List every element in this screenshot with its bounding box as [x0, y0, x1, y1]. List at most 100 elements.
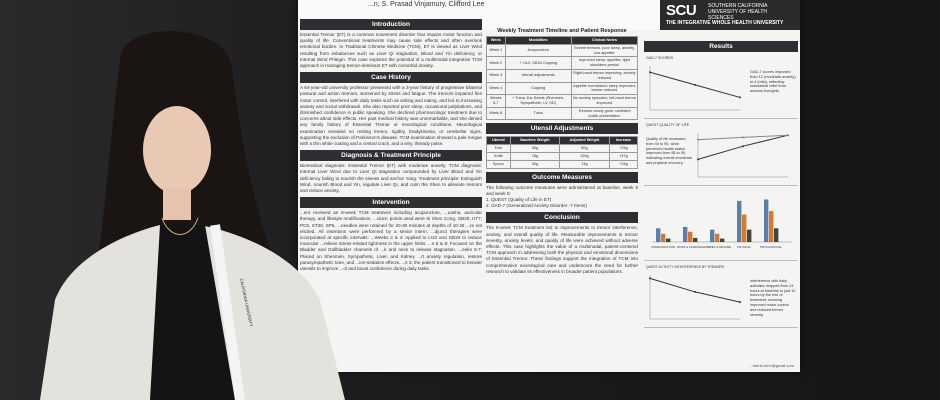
table-cell: Week 1: [486, 43, 506, 58]
category-label: COMMUNICATION: [651, 245, 675, 249]
category-label: HOBBIES & LEISURE: [703, 245, 731, 249]
utensil-row: Fork 55g 80g +25g: [486, 144, 639, 153]
table-cell: 55g: [509, 144, 560, 153]
utensil-table: Utensil Baseline Weight Adjusted Weight Inc…: [486, 136, 639, 169]
presenter-necklace: [161, 217, 199, 235]
table-cell: Knife: [486, 151, 511, 161]
quest-note: Quality of life increased from 40 to 95,…: [646, 137, 692, 165]
table-cell: Spoon: [486, 159, 511, 169]
results-heading: Results: [644, 41, 798, 52]
table-cell: 74g: [558, 159, 610, 169]
poster-column-right: Results GAD-7 SCORES GAD-7 scores improv…: [644, 38, 798, 330]
bar: [693, 237, 698, 242]
table-cell: 125g: [558, 151, 610, 161]
conclusion-heading: Conclusion: [486, 212, 638, 224]
data-point: [649, 277, 651, 280]
timeline-row: Weeks 5-7 + Tuina, Ear Seeds (Shenmen, Sy…: [486, 94, 639, 108]
timeline-row: Week 2 + LI10, GB34 Cupping Improved sleep…: [486, 56, 639, 70]
table-cell: + LI10, GB34 Cupping: [504, 56, 572, 70]
poster-column-left: Introduction Essential Tremor (ET) is a …: [300, 16, 482, 272]
data-point: [742, 145, 744, 148]
table-header-cell: Adjusted Weight: [558, 136, 610, 146]
gad7-chart-svg: [649, 66, 741, 111]
table-cell: 78g: [509, 151, 560, 161]
outcomes-text: The following outcome measures were admi…: [486, 184, 638, 196]
bar: [656, 228, 661, 242]
quest-chart-label: QUEST QUALITY OF LIFE: [646, 123, 690, 127]
bar: [742, 214, 747, 242]
category-label: PSYCHOSOCIAL: [760, 245, 783, 249]
research-poster: ...n, S. Prasad Vinjamury, Clifford Lee …: [298, 0, 800, 372]
timeline-table: Week Modalities Clinical Notes Week 1 Acupu…: [486, 36, 639, 121]
case-history-heading: Case History: [300, 72, 482, 84]
interference-chart-svg: [649, 275, 741, 320]
bar: [737, 200, 742, 242]
timeline-row: Week 3 Utensil adjustments Right-hand trem…: [486, 69, 639, 83]
data-point: [694, 83, 696, 86]
table-cell: Appetite normalized; sleep improved; tre…: [570, 81, 639, 96]
table-cell: +34g: [608, 159, 639, 169]
gad7-chart: GAD-7 SCORES GAD-7 scores improved from …: [644, 54, 798, 119]
table-cell: Week 2: [486, 56, 506, 70]
case-history-text: A 64-year-old university professor prese…: [300, 85, 482, 147]
domain-bar-svg: COMMUNICATION WORK & FINANCES HOBBIES & LE…: [651, 199, 792, 249]
table-header-cell: Baseline Weight: [509, 136, 560, 146]
bar: [769, 211, 774, 242]
table-cell: Improved sleep, appetite; tight shoulder…: [570, 56, 639, 70]
utensil-row: Knife 78g 125g +47g: [486, 151, 639, 161]
table-cell: Cupping: [504, 81, 572, 96]
data-point: [649, 71, 651, 74]
timeline-heading: Weekly Treatment Timeline and Patient Re…: [497, 28, 627, 34]
table-cell: Week 8: [486, 106, 506, 121]
logo-institute: THE INTEGRATIVE WHOLE HEALTH UNIVERSITY: [666, 20, 784, 26]
table-header-cell: Modalities: [504, 36, 572, 45]
outcomes-heading: Outcome Measures: [486, 171, 638, 183]
gad7-chart-label: GAD-7 SCORES: [646, 56, 674, 60]
bar: [715, 233, 720, 242]
timeline-row: Week 4 Cupping Appetite normalized; sleep …: [486, 81, 639, 96]
bar: [764, 199, 769, 242]
timeline-row: Week 1 Acupuncture Severe tremors, poor sl…: [486, 43, 639, 58]
category-label: WORK & FINANCES: [677, 245, 703, 249]
table-cell: +25g: [608, 144, 639, 153]
data-point: [787, 134, 789, 137]
outcome-item: 1. QUEST (Quality of Life in ET): [486, 196, 552, 202]
diagnosis-heading: Diagnosis & Treatment Principle: [300, 150, 482, 162]
intervention-heading: Intervention: [300, 197, 482, 209]
utensil-heading: Utensil Adjustments: [486, 123, 638, 135]
introduction-text: Essential Tremor (ET) is a common moveme…: [300, 32, 482, 69]
poster-column-middle: Weekly Treatment Timeline and Patient Re…: [486, 28, 639, 275]
university-logo: SCU SOUTHERN CALIFORNIA UNIVERSITY OF HE…: [660, 0, 800, 30]
table-cell: 40g: [509, 159, 560, 169]
logo-mark: SCU: [666, 2, 697, 19]
presenter-neck: [163, 188, 191, 220]
table-cell: Tremors nearly gone; confident public pr…: [570, 106, 639, 121]
table-cell: Week 4: [486, 81, 506, 96]
table-header-cell: Week: [486, 36, 506, 45]
data-point: [697, 138, 699, 141]
table-cell: Severe tremors, poor sleep, anxiety, low…: [570, 43, 639, 58]
table-cell: Weeks 5-7: [486, 94, 506, 108]
bar: [710, 229, 715, 242]
table-header-cell: Increase: [608, 136, 639, 146]
data-point: [739, 301, 741, 304]
table-cell: Right-hand tremor improving; anxiety red…: [570, 69, 639, 83]
table-cell: No anxiety episodes; left-hand tremor im…: [570, 94, 639, 108]
table-cell: +47g: [608, 151, 639, 161]
quest-domain-chart: COMMUNICATION WORK & FINANCES HOBBIES & LE…: [644, 188, 798, 261]
table-cell: Utensil adjustments: [504, 69, 572, 83]
contact-email: ...harrin.trinh@gmail.com: [749, 363, 794, 368]
bar: [666, 238, 671, 242]
gad7-note: GAD-7 scores improved from 12 (moderate …: [750, 70, 796, 94]
logo-university: SOUTHERN CALIFORNIA UNIVERSITY OF HEALTH…: [708, 3, 768, 21]
table-header-cell: Utensil: [486, 136, 511, 146]
table-cell: Week 3: [486, 69, 506, 83]
data-point: [739, 96, 741, 99]
category-label: PHYSICAL: [737, 245, 751, 249]
poster-authors: ...n, S. Prasad Vinjamury, Clifford Lee: [368, 1, 485, 8]
table-cell: 80g: [558, 144, 610, 153]
bar: [661, 233, 666, 242]
presenter-face: [143, 106, 211, 194]
diagnosis-text: Biomedical diagnosis: Essential Tremor (…: [300, 163, 482, 194]
outcome-item: 2. GAD-7 (Generalized Anxiety Disorder -…: [486, 203, 587, 209]
